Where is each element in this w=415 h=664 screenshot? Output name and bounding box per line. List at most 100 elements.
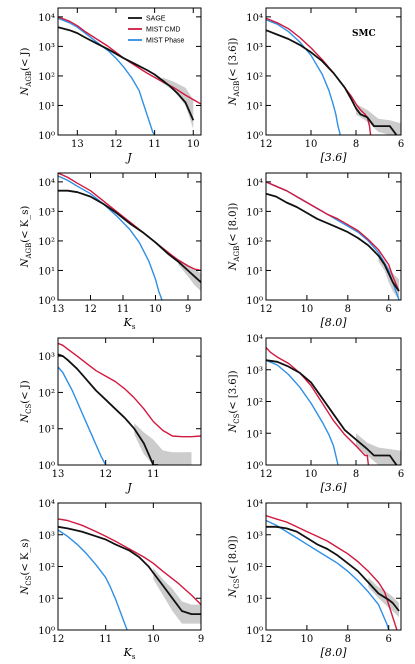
- figure-label: SMC: [352, 29, 376, 39]
- series-line-sage: [266, 192, 400, 292]
- x-axis-label: J: [125, 151, 132, 164]
- series-line-mist-phase: [58, 529, 128, 630]
- panel-row2-right: 12 10 8 6 10⁰ 10¹ 10² 10³ 10⁴ [8.0] NAGB(< [8.0]): [228, 172, 402, 329]
- y-tick-label: 10³: [38, 42, 55, 53]
- y-tick-label: 10³: [246, 42, 263, 53]
- x-tick-label: 12: [260, 634, 273, 645]
- y-tick-label: 10¹: [38, 425, 55, 436]
- panel-bottom-right: 12 10 8 6 10⁰ 10¹ 10² 10³ 10⁴ [8.0] NCS(< [8.0]): [228, 499, 402, 659]
- y-axis-label: NCS(< [3.6]): [228, 370, 241, 433]
- y-tick-label: 10⁴: [38, 13, 55, 24]
- x-axis-label: Ks: [123, 316, 136, 331]
- y-tick-label: 10¹: [38, 101, 55, 112]
- y-tick-label: 10¹: [38, 594, 55, 605]
- x-axis-label: [8.0]: [320, 646, 347, 659]
- x-tick-label: 11: [117, 304, 130, 315]
- series-line-mist-phase: [266, 181, 400, 300]
- uncertainty-band: [356, 104, 401, 135]
- legend: SAGE MIST CMD MIST Phase: [128, 16, 184, 45]
- y-tick-label: 10⁴: [246, 178, 263, 189]
- y-tick-label: 10³: [246, 207, 263, 218]
- series-line-mist-phase: [266, 359, 339, 465]
- y-tick-label: 10²: [38, 237, 55, 248]
- y-tick-label: 10⁰: [246, 296, 263, 307]
- plot-frame: [57, 172, 202, 301]
- y-axis-label: NAGB(< [3.6]): [228, 38, 241, 107]
- series-line-mist-cmd: [266, 347, 370, 465]
- x-tick-label: 12: [84, 304, 97, 315]
- y-axis-label: NAGB(< J): [20, 47, 33, 96]
- series-line-mist-cmd: [266, 515, 398, 630]
- x-tick-label: 10: [305, 469, 318, 480]
- y-tick-label: 10²: [246, 398, 263, 409]
- y-axis-label: NCS(< [8.0]): [228, 535, 241, 598]
- series-line-sage: [266, 525, 400, 612]
- x-tick-label: 10: [301, 634, 314, 645]
- series-line-sage: [58, 189, 201, 283]
- y-tick-label: 10⁰: [38, 461, 55, 472]
- legend-entry: SAGE: [146, 16, 166, 23]
- x-tick-label: 6: [386, 304, 392, 315]
- y-tick-label: 10¹: [246, 266, 263, 277]
- x-axis-label: [3.6]: [320, 151, 347, 164]
- series-line-mist-phase: [266, 519, 390, 630]
- legend-entry: MIST Phase: [146, 38, 184, 45]
- x-tick-label: 13: [52, 469, 65, 480]
- plot-frame: [265, 7, 402, 136]
- y-tick-label: 10¹: [246, 594, 263, 605]
- x-tick-label: 8: [353, 469, 359, 480]
- series-line-mist-cmd: [58, 342, 201, 438]
- panel-top-right: 12 10 8 6 10⁰ 10¹ 10² 10³ 10⁴ [3.6] NAGB(< [3.6]): [228, 7, 404, 164]
- y-tick-label: 10³: [38, 352, 55, 363]
- y-tick-label: 10³: [38, 207, 55, 218]
- x-axis-label: Ks: [123, 646, 136, 661]
- x-axis-label: [3.6]: [320, 481, 347, 494]
- x-tick-label: 12: [260, 139, 273, 150]
- series-line-mist-cmd: [266, 181, 400, 292]
- plot-frame: [57, 7, 202, 136]
- y-tick-label: 10⁴: [38, 178, 55, 189]
- series-line-sage: [58, 525, 201, 615]
- x-tick-label: 9: [198, 634, 204, 645]
- plot-frame: [57, 337, 202, 466]
- panel-row2-left: 13 12 11 10 9 10⁰ 10¹ 10² 10³ 10⁴ Ks NAGB(< K_s): [20, 172, 202, 331]
- x-tick-label: 11: [147, 469, 160, 480]
- series-line-mist-phase: [58, 175, 163, 300]
- y-tick-label: 10²: [246, 237, 263, 248]
- x-tick-label: 8: [345, 304, 351, 315]
- y-tick-label: 10⁰: [246, 626, 263, 637]
- x-tick-label: 12: [99, 469, 112, 480]
- x-tick-label: 12: [260, 469, 273, 480]
- y-tick-label: 10¹: [38, 266, 55, 277]
- y-axis-label: NCS(< J): [20, 380, 33, 423]
- y-tick-label: 10¹: [246, 101, 263, 112]
- series-line-sage: [58, 26, 195, 121]
- y-tick-label: 10⁴: [246, 499, 263, 510]
- uncertainty-band: [162, 77, 194, 130]
- y-tick-label: 10⁰: [38, 296, 55, 307]
- series-line-mist-phase: [58, 366, 107, 465]
- x-tick-label: 8: [345, 634, 351, 645]
- y-tick-label: 10³: [38, 531, 55, 542]
- x-tick-label: 6: [398, 139, 404, 150]
- y-tick-label: 10³: [246, 531, 263, 542]
- panel-grid: 13 12 11 10 10⁰ 10¹ 10² 10³ 10⁴ J NAGB(< J) 12 10 8 6 1…: [20, 7, 404, 661]
- panel-top-left: 13 12 11 10 10⁰ 10¹ 10² 10³ 10⁴ J NAGB(< J): [20, 7, 202, 164]
- x-tick-label: 10: [301, 304, 314, 315]
- y-tick-label: 10²: [246, 72, 263, 83]
- y-axis-label: NAGB(< K_s): [20, 206, 33, 269]
- y-tick-label: 10³: [246, 366, 263, 377]
- series-line-mist-phase: [58, 17, 156, 135]
- x-tick-label: 6: [386, 634, 392, 645]
- x-tick-label: 6: [398, 469, 404, 480]
- y-tick-label: 10²: [38, 72, 55, 83]
- y-tick-label: 10⁰: [246, 461, 263, 472]
- x-tick-label: 12: [52, 634, 65, 645]
- x-tick-label: 12: [110, 139, 123, 150]
- panel-row3-right: 12 10 8 6 10⁰ 10¹ 10² 10³ 10⁴ [3.6] NCS(< [3.6]): [228, 334, 404, 494]
- y-tick-label: 10⁰: [38, 626, 55, 637]
- x-tick-label: 13: [71, 139, 84, 150]
- series-line-sage: [266, 359, 398, 465]
- legend-entry: MIST CMD: [146, 27, 180, 34]
